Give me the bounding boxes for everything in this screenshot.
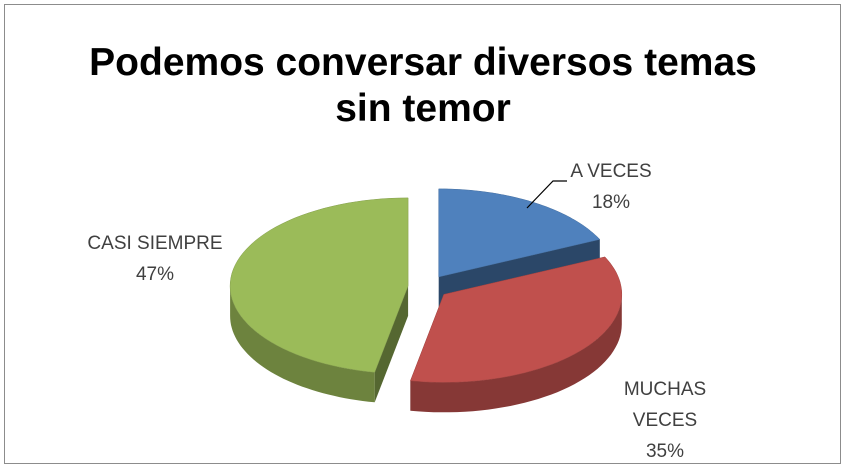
data-label-category: MUCHAS VECES (623, 379, 707, 431)
slice (410, 256, 623, 383)
data-label-category: CASI SIEMPRE (87, 233, 223, 254)
data-label-value: 18% (591, 192, 631, 213)
leader-line (526, 180, 567, 209)
slice (438, 188, 601, 278)
slice-side (374, 285, 409, 403)
slice-wall (410, 294, 622, 413)
chart-frame (4, 4, 841, 464)
data-label-category: A VECES (570, 161, 652, 182)
chart-title: Podemos conversar diversos temas sin tem… (89, 41, 757, 130)
data-label-value: 47% (135, 264, 175, 285)
data-label-value: 35% (645, 441, 685, 462)
slice-wall (230, 285, 375, 403)
slice (229, 197, 409, 373)
